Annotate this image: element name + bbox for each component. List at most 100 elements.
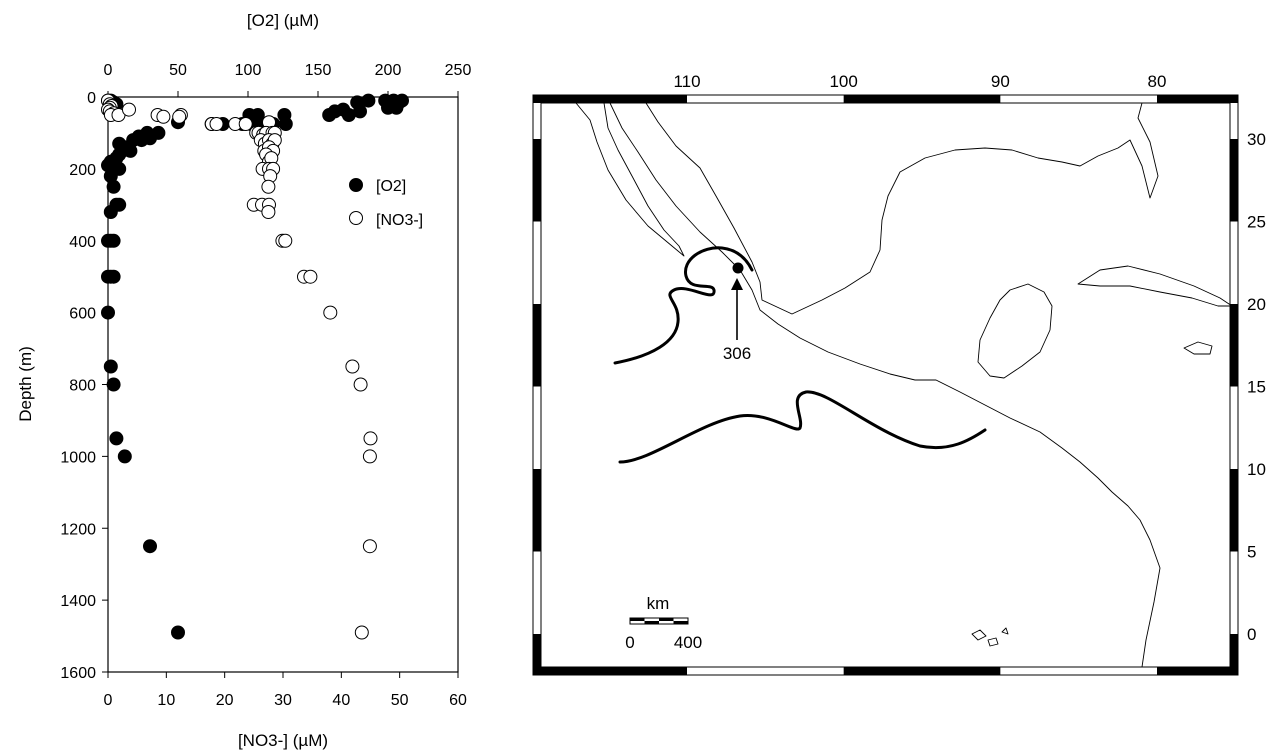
longitude-label: 110 — [673, 72, 700, 91]
omz-boundaries — [613, 246, 987, 464]
top-x-axis: 0 50 100 150 200 250 — [104, 62, 471, 97]
no3-point — [122, 102, 136, 117]
top-tick-label: 150 — [305, 62, 332, 79]
border-segment-bottom — [843, 667, 1001, 675]
border-segment-bottom — [1157, 667, 1230, 675]
border-corner — [533, 667, 541, 675]
bottom-tick-label: 10 — [157, 692, 175, 709]
o2-point — [143, 539, 157, 554]
no3-point — [278, 233, 293, 248]
map-panel: 110 100 90 80 30 25 20 15 10 5 0 306 km — [532, 72, 1266, 676]
o2-point — [106, 377, 121, 392]
scale-bar: km 0 400 — [625, 594, 702, 652]
no3-point — [345, 359, 360, 374]
no3-point — [362, 449, 377, 464]
bottom-tick-label: 60 — [449, 692, 467, 709]
depth-tick-label: 200 — [69, 162, 96, 179]
o2-point — [389, 100, 404, 115]
bottom-axis-title: [NO3-] (µM) — [238, 731, 328, 750]
scale-bar-title: km — [647, 594, 670, 613]
o2-point — [103, 205, 118, 219]
depth-tick-label: 1600 — [60, 665, 96, 682]
depth-tick-label: 1200 — [60, 521, 96, 538]
scale-bar-seg-4 — [673, 621, 688, 624]
legend-o2-label: [O2] — [376, 178, 406, 195]
top-axis-title: [O2] (µM) — [247, 11, 319, 30]
latitude-label: 15 — [1247, 378, 1266, 397]
baja-california-coast — [575, 102, 685, 257]
no3-point — [238, 117, 253, 131]
o2-point — [117, 449, 132, 464]
coastlines — [575, 102, 1239, 668]
scale-bar-400: 400 — [674, 633, 702, 652]
bottom-tick-label: 30 — [274, 692, 292, 709]
border-corner — [1230, 667, 1238, 675]
scale-bar-seg-1 — [630, 618, 645, 621]
station-label: 306 — [723, 344, 751, 363]
o2-point — [171, 625, 185, 640]
southern-boundary-line — [618, 390, 987, 464]
depth-tick-label: 800 — [69, 378, 96, 395]
bottom-tick-label: 40 — [332, 692, 350, 709]
no3-point — [303, 269, 318, 284]
o2-point — [101, 305, 115, 320]
border-segment-left — [533, 139, 541, 222]
border-segment-left — [533, 469, 541, 552]
jamaica-coast — [1183, 341, 1213, 355]
yucatan-coast — [977, 283, 1053, 379]
no3-point — [323, 305, 338, 320]
no3-point — [362, 539, 377, 554]
station-dot — [732, 262, 744, 274]
border-segment-top — [843, 95, 1001, 103]
border-segment-right — [1230, 304, 1238, 387]
bottom-x-axis: 0 10 20 30 40 50 60 — [104, 672, 467, 709]
bottom-tick-label: 20 — [216, 692, 234, 709]
scale-bar-seg-3 — [659, 618, 674, 621]
station-arrow-head — [731, 278, 743, 290]
depth-axis: 0 200 400 600 800 1000 1200 1400 1600 — [60, 90, 108, 682]
depth-profile-chart: 0 50 100 150 200 250 0 10 20 30 40 50 60 0 200 400 600… — [16, 11, 471, 750]
latitude-label: 10 — [1247, 460, 1266, 479]
depth-tick-label: 1400 — [60, 593, 96, 610]
northern-boundary-line — [613, 246, 754, 365]
border-segment-bottom — [541, 667, 687, 675]
o2-point — [109, 431, 124, 446]
o2-point — [361, 93, 376, 108]
no3-point — [353, 377, 368, 392]
latitude-label: 25 — [1247, 213, 1266, 232]
latitude-label: 20 — [1247, 295, 1266, 314]
hispaniola-coast — [1229, 311, 1239, 341]
o2-point — [143, 131, 157, 146]
depth-tick-label: 0 — [87, 90, 96, 107]
top-tick-label: 50 — [169, 62, 187, 79]
longitude-label: 100 — [829, 72, 857, 91]
no3-point — [354, 625, 369, 640]
no3-point — [156, 109, 171, 124]
galapagos-islands — [971, 627, 1009, 647]
o2-point — [101, 233, 115, 248]
border-segment-right — [1230, 139, 1238, 222]
latitude-labels: 30 25 20 15 10 5 0 — [1247, 130, 1266, 644]
bottom-tick-label: 50 — [391, 692, 409, 709]
legend: [O2] [NO3-] — [349, 178, 423, 229]
depth-tick-label: 1000 — [60, 449, 96, 466]
latitude-label: 5 — [1247, 543, 1256, 562]
top-tick-label: 100 — [235, 62, 262, 79]
o2-point — [278, 117, 293, 131]
border-corner — [533, 95, 541, 103]
longitude-labels: 110 100 90 80 — [673, 72, 1166, 91]
border-segment-left — [533, 304, 541, 387]
top-tick-label: 0 — [104, 62, 113, 79]
latitude-label: 30 — [1247, 130, 1266, 149]
no3-point — [209, 117, 224, 131]
latitude-label: 0 — [1247, 625, 1256, 644]
border-segment-top — [1157, 95, 1230, 103]
bottom-tick-label: 0 — [104, 692, 113, 709]
scale-bar-zero: 0 — [625, 633, 634, 652]
mainland-pacific-coast — [609, 102, 1161, 668]
legend-o2-marker — [349, 178, 363, 192]
border-corner — [1230, 95, 1238, 103]
border-segment-right — [1230, 634, 1238, 667]
gulf-of-mexico-coast — [645, 102, 1159, 315]
